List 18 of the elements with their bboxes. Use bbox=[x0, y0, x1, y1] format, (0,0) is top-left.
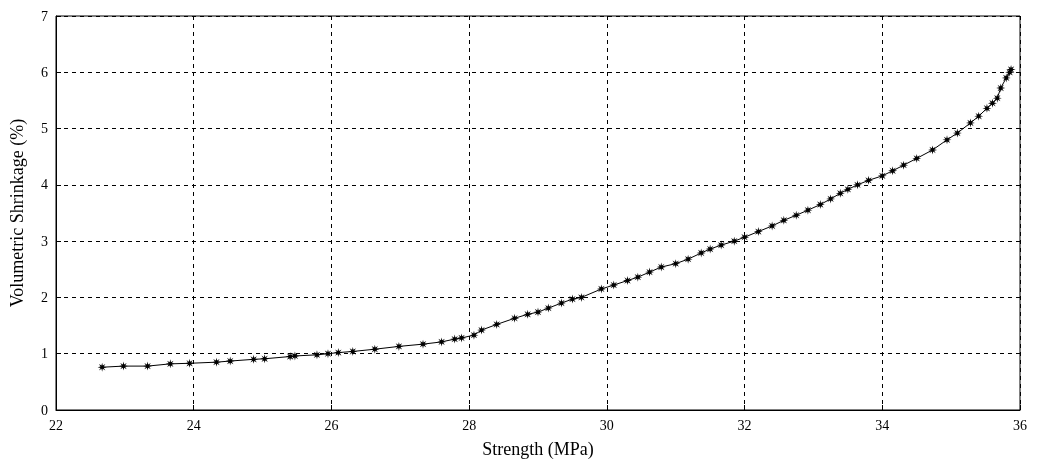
y-tick-label: 2 bbox=[41, 289, 48, 305]
y-tick-label: 0 bbox=[41, 402, 48, 418]
y-tick-label: 7 bbox=[41, 8, 48, 24]
y-tick-label: 6 bbox=[41, 64, 48, 80]
x-tick-label: 36 bbox=[1013, 417, 1027, 433]
x-tick-label: 30 bbox=[599, 417, 614, 433]
x-tick-label: 34 bbox=[875, 417, 890, 433]
x-tick-label: 24 bbox=[186, 417, 201, 433]
y-tick-label: 1 bbox=[41, 346, 48, 362]
y-tick-label: 5 bbox=[41, 121, 48, 137]
x-axis-title: Strength (MPa) bbox=[482, 439, 594, 460]
y-axis-title: Volumetric Shrinkage (%) bbox=[7, 118, 28, 308]
x-tick-label: 28 bbox=[462, 417, 477, 433]
x-tick-label: 26 bbox=[324, 417, 339, 433]
x-tick-label: 22 bbox=[49, 417, 63, 433]
x-tick-label: 32 bbox=[737, 417, 752, 433]
y-tick-label: 3 bbox=[41, 233, 48, 249]
y-tick-label: 4 bbox=[41, 177, 48, 193]
